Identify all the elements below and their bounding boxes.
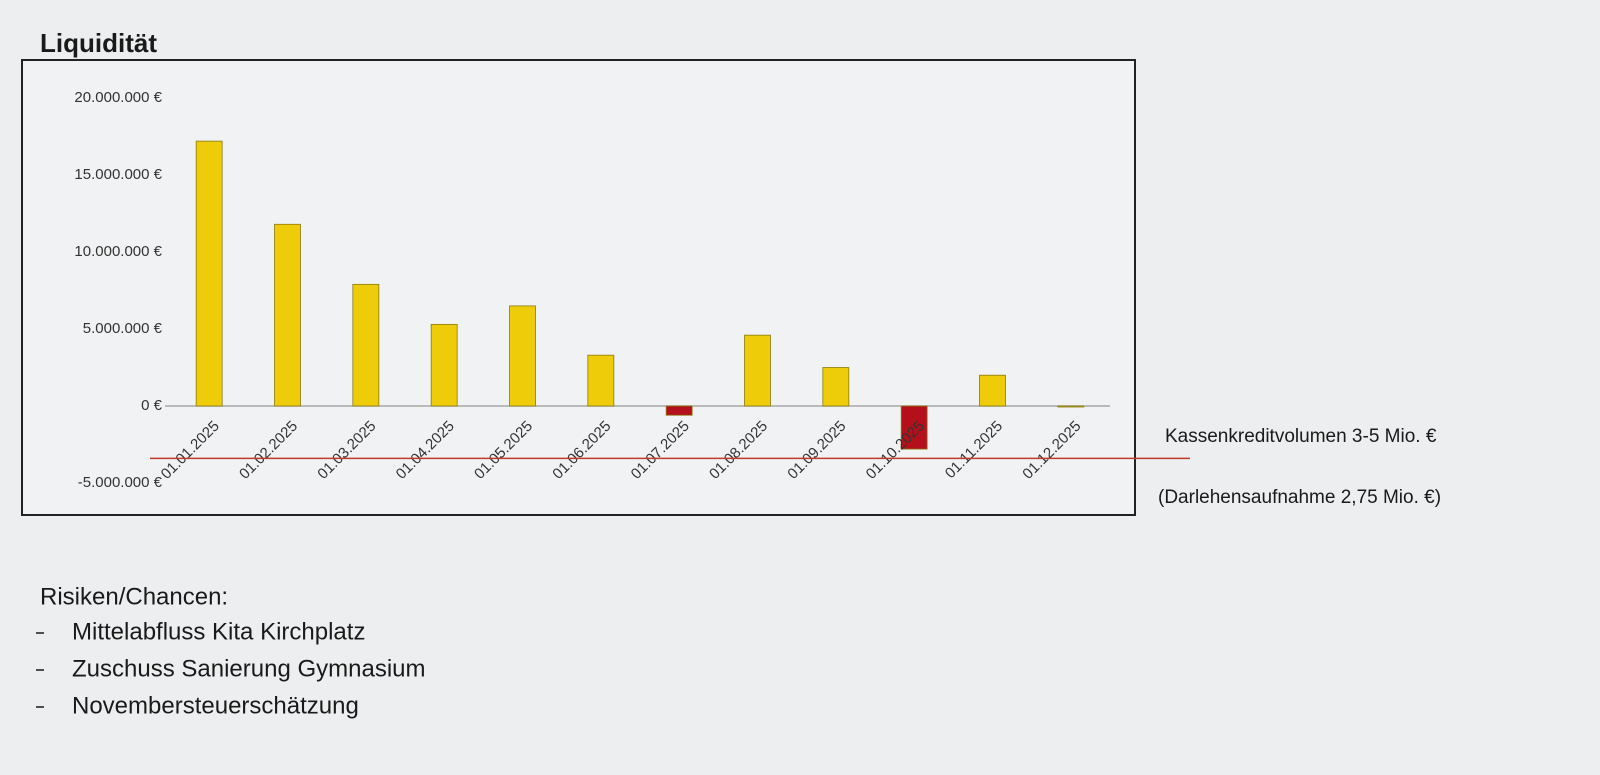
y-tick-label: -5.000.000 € bbox=[78, 474, 163, 491]
chart-title: Liquidität bbox=[40, 28, 157, 58]
y-tick-label: 0 € bbox=[141, 397, 163, 414]
notes-heading: Risiken/Chancen: bbox=[40, 583, 228, 610]
bar bbox=[587, 354, 615, 407]
bar bbox=[822, 367, 850, 407]
bar bbox=[195, 140, 223, 407]
bar bbox=[274, 223, 301, 407]
bar bbox=[1057, 405, 1085, 408]
bar bbox=[352, 283, 380, 407]
y-tick-label: 10.000.000 € bbox=[74, 243, 162, 260]
bar bbox=[509, 305, 536, 407]
reference-label: Kassenkreditvolumen 3-5 Mio. € bbox=[1165, 426, 1437, 447]
y-tick-label: 20.000.000 € bbox=[74, 89, 162, 106]
note-item: Zuschuss Sanierung Gymnasium bbox=[72, 655, 425, 682]
bar bbox=[900, 405, 928, 450]
y-tick-label: 15.000.000 € bbox=[74, 166, 162, 183]
notes-list: Mittelabfluss Kita Kirchplatz Zuschuss Sa… bbox=[36, 618, 425, 719]
annotation: (Darlehensaufnahme 2,75 Mio. €) bbox=[1158, 487, 1441, 508]
bar bbox=[979, 374, 1006, 407]
bar bbox=[744, 334, 771, 407]
y-tick-label: 5.000.000 € bbox=[83, 320, 163, 337]
note-item: Novembersteuerschätzung bbox=[72, 692, 359, 719]
note-item: Mittelabfluss Kita Kirchplatz bbox=[72, 618, 365, 645]
bar bbox=[665, 405, 693, 416]
bar bbox=[430, 323, 458, 407]
